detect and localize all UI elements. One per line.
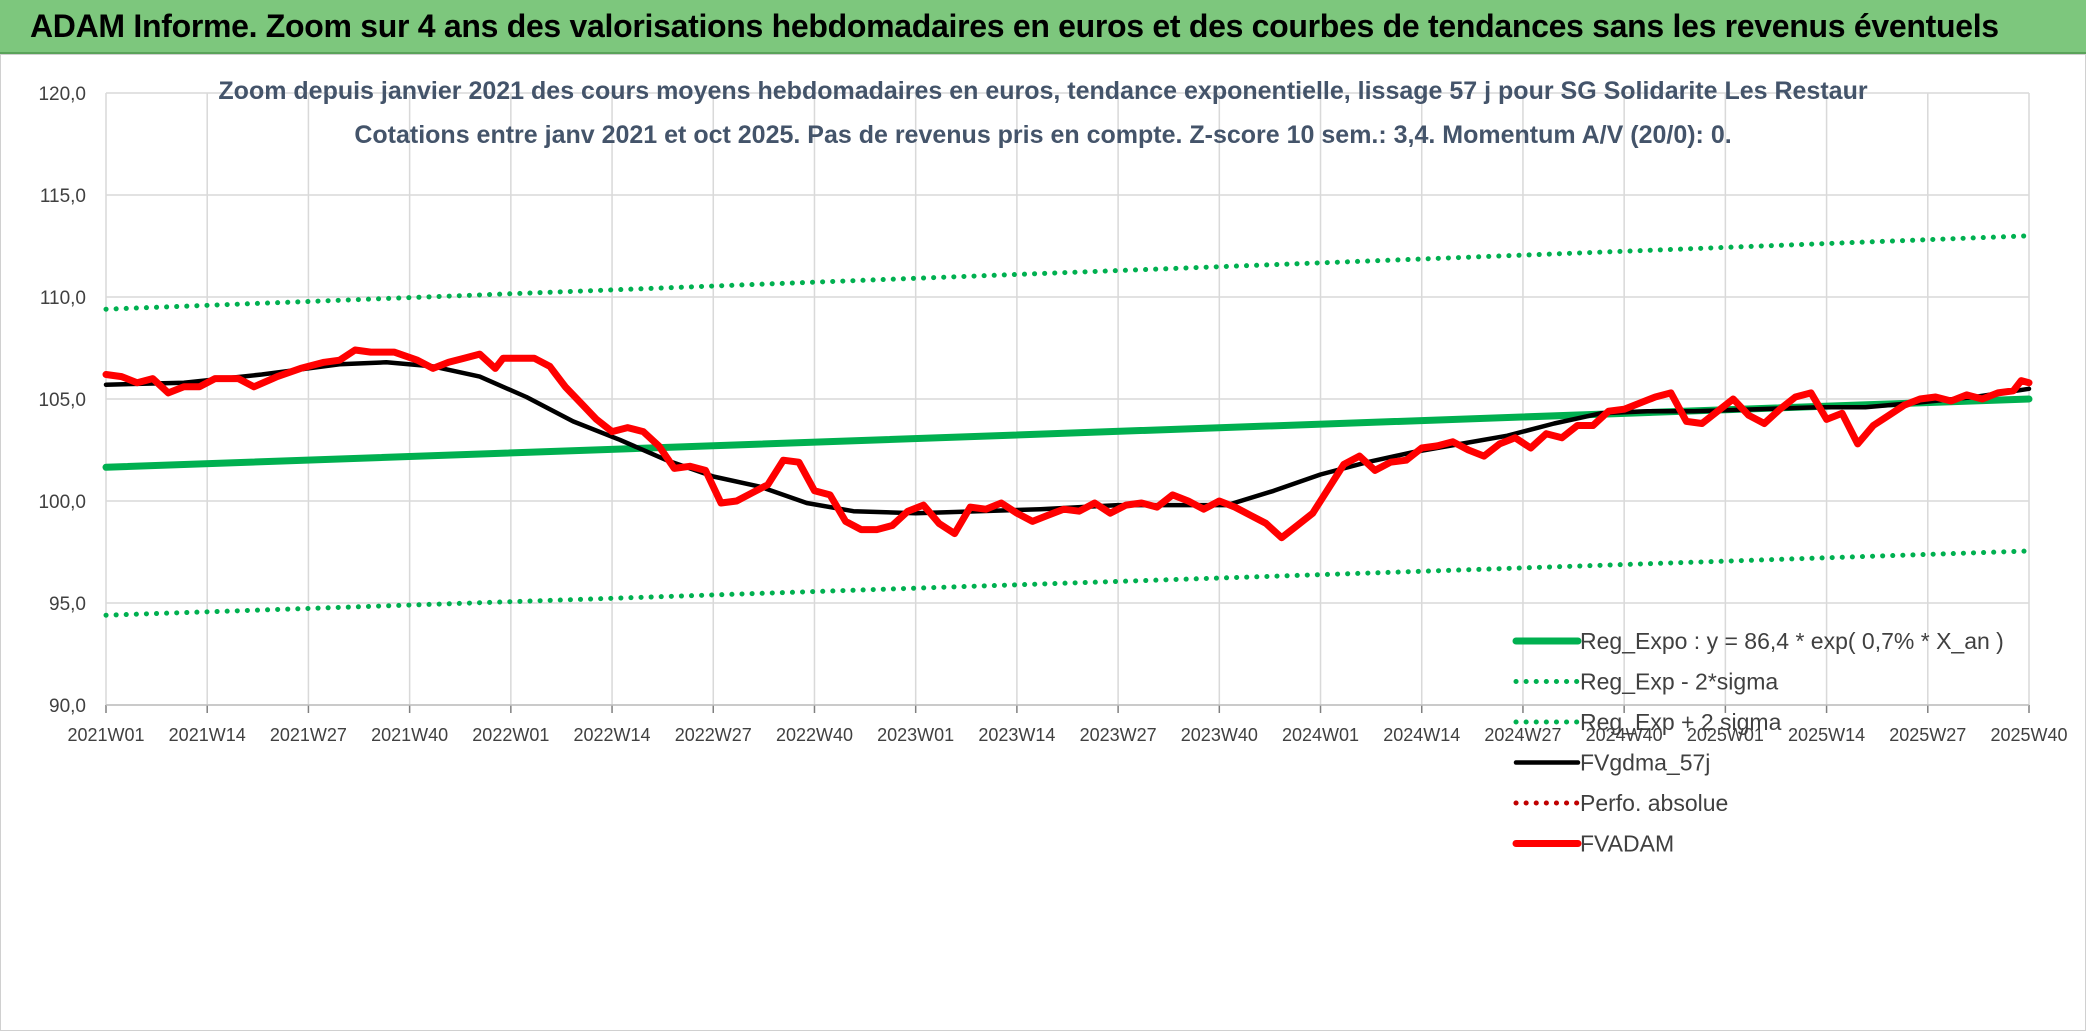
x-tick-label: 2024W27 xyxy=(1484,725,1561,745)
legend-label: Reg_Exp + 2 sigma xyxy=(1580,709,1782,735)
chart-subtitle: Cotations entre janv 2021 et oct 2025. P… xyxy=(354,121,1731,149)
x-tick-label: 2025W27 xyxy=(1889,725,1966,745)
y-tick-label: 95,0 xyxy=(49,594,86,615)
legend-label: FVADAM xyxy=(1580,831,1674,857)
x-tick-label: 2022W27 xyxy=(675,725,752,745)
x-tick-label: 2024W01 xyxy=(1282,725,1359,745)
chart-title: Zoom depuis janvier 2021 des cours moyen… xyxy=(218,77,1867,105)
x-tick-label: 2023W27 xyxy=(1080,725,1157,745)
legend-label: Perfo. absolue xyxy=(1580,790,1728,816)
x-tick-label: 2023W01 xyxy=(877,725,954,745)
x-tick-label: 2025W14 xyxy=(1788,725,1865,745)
chart-area: Zoom depuis janvier 2021 des cours moyen… xyxy=(38,77,2067,857)
y-tick-label: 115,0 xyxy=(40,186,86,207)
x-tick-label: 2022W14 xyxy=(574,725,651,745)
series-line-1 xyxy=(103,548,2032,618)
x-tick-label: 2022W01 xyxy=(472,725,549,745)
y-axis-ticks: 120,0 115,0 110,0 105,0 100,0 95,0 90,0 xyxy=(38,84,86,717)
x-tick-label: 2023W40 xyxy=(1181,725,1258,745)
report-title: ADAM Informe. Zoom sur 4 ans des valoris… xyxy=(30,8,1999,44)
x-tick-label: 2025W01 xyxy=(1687,725,1764,745)
legend: Reg_Expo : y = 86,4 * exp( 0,7% * X_an )… xyxy=(1512,628,2004,857)
legend-label: FVgdma_57j xyxy=(1580,750,1710,776)
x-tick-label: 2025W40 xyxy=(1990,725,2067,745)
series-line-2 xyxy=(103,233,2032,312)
x-tick-label: 2024W40 xyxy=(1586,725,1663,745)
x-tick-label: 2021W27 xyxy=(270,725,347,745)
x-tick-label: 2021W01 xyxy=(67,725,144,745)
y-tick-label: 120,0 xyxy=(38,84,86,105)
series-lines xyxy=(102,233,2033,618)
x-tick-label: 2023W14 xyxy=(978,725,1055,745)
x-tick-label: 2022W40 xyxy=(776,725,853,745)
chart-frame: Zoom depuis janvier 2021 des cours moyen… xyxy=(0,54,2086,1031)
x-tick-label: 2024W14 xyxy=(1383,725,1460,745)
y-tick-label: 105,0 xyxy=(38,390,86,411)
x-axis-ticks: 2021W01 2021W14 2021W27 2021W40 2022W01 2022W… xyxy=(67,725,2067,745)
y-tick-label: 100,0 xyxy=(38,492,86,513)
report-banner: ADAM Informe. Zoom sur 4 ans des valoris… xyxy=(0,0,2086,54)
series-line-5 xyxy=(102,346,2033,542)
x-tick-label: 2021W14 xyxy=(169,725,246,745)
x-tick-label: 2021W40 xyxy=(371,725,448,745)
legend-label: Reg_Expo : y = 86,4 * exp( 0,7% * X_an ) xyxy=(1580,628,2004,654)
series-line-3 xyxy=(103,360,2032,516)
y-tick-label: 90,0 xyxy=(49,696,86,717)
legend-label: Reg_Exp - 2*sigma xyxy=(1580,669,1778,695)
y-tick-label: 110,0 xyxy=(40,288,86,309)
